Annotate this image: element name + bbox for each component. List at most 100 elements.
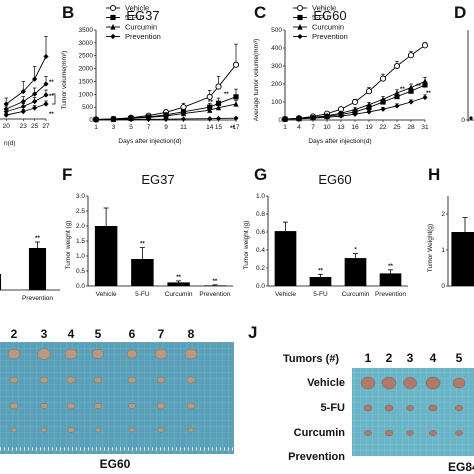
significance-label: ** [35,236,40,242]
data-point [469,116,473,120]
data-point [233,100,239,107]
series-line [6,103,47,116]
data-point [351,98,359,106]
panel-c-title: EG60 [313,8,346,23]
data-point [233,94,239,100]
data-point [163,116,169,122]
data-point [366,101,372,108]
column-number: 3 [407,351,414,365]
data-point [43,101,49,107]
y-tick-label: 0.4 [256,247,265,254]
y-tick-label: 2000 [79,66,94,73]
panel-c-xlabel: Days after injection(d) [308,138,371,145]
significance-label: ** [224,92,229,98]
panel-b-xlabel: Days after injection(d) [118,138,181,145]
tumor-specimen [186,376,196,384]
data-point [408,84,414,91]
tumor-specimen [403,377,417,389]
significance-label: ** [426,91,431,97]
significance-label: ** [49,80,54,86]
x-tick-label: 4 [297,124,301,131]
data-point [110,117,117,123]
significance-label: ** [49,94,54,100]
tumor-specimen [429,430,437,436]
tumor-specimen [360,376,376,390]
axes: 0.0 0.5 1.0 1.5 2.0 2.5 3.0 [76,193,233,290]
tumor-specimen [40,427,48,433]
x-tick-label: 7 [147,124,151,131]
y-tick-label: 0 [461,117,465,124]
y-tick-label: 0 [89,117,93,124]
data-point [282,116,288,122]
data-point [207,107,213,113]
legend-marker [297,23,303,30]
data-point [145,116,152,122]
series-line [6,94,47,112]
panel-letter-h: H [428,165,440,184]
tumor-specimen [385,430,394,437]
column-number: 2 [386,351,393,365]
legend-marker [109,4,117,12]
column-number: 5 [456,351,463,365]
tumor-specimen [364,430,372,436]
panel-b-ylabel: Tumor volume(mm³) [61,51,68,110]
chart-panel-a: 20 23 25 27 ** ** ** [0,36,56,130]
y-tick-label: 400 [271,45,282,52]
data-point [338,110,344,116]
y-tick-label: 0.6 [256,229,265,236]
data-point [163,112,169,119]
x-tick-label: 31 [421,124,429,131]
chart-panel-h: 0 1 2 [441,196,474,290]
data-point [20,108,26,115]
tumor-specimen [363,404,373,412]
data-point [379,75,387,82]
legend-entry: Vehicle [312,4,336,13]
data-point [43,53,49,60]
tumor-specimen [184,348,198,360]
tumor-specimen [455,430,463,436]
tumor-specimen [455,405,464,412]
photo-i-grid [0,342,234,454]
y-tick-label: 0.0 [256,283,265,290]
legend-entry: Prevention [125,32,161,41]
y-tick-label: 1000 [79,91,94,98]
x-tick-label: 16 [351,124,359,131]
series-0 [3,36,49,107]
data-point [422,78,428,84]
data-point [215,83,222,90]
y-tick-label: 3.0 [76,193,85,200]
legend-entry: 5-FU [125,13,142,22]
panel-c-ylabel: Average tumor volume(mm³) [253,39,260,122]
y-tick-label: 1.5 [76,238,85,245]
data-point [365,88,373,95]
data-point [3,101,9,107]
significance-label: ** [400,87,405,93]
y-tick-label: 200 [271,81,282,88]
data-point [32,91,38,97]
tumor-specimen [128,403,136,409]
y-tick-label: 0.0 [76,283,85,290]
bar-group: min [0,274,2,290]
y-tick-label: 2 [441,211,445,218]
data-point [324,114,330,120]
legend-marker [297,14,303,21]
category-label: Prevention [375,291,406,298]
bar-group: ** Prevention [375,264,406,298]
series-3 [3,100,49,118]
legend-entry: Prevention [312,32,348,41]
panel-g-ylabel: Tumor weight (g) [243,221,250,270]
significance-label: ** [208,100,213,106]
data-point [380,99,386,105]
bar [309,277,332,286]
tumor-specimen [64,348,78,360]
tumor-specimen [94,427,102,433]
x-tick-label: 1 [94,124,98,131]
data-point [206,93,213,100]
y-tick-label: 0.5 [76,268,85,275]
chart-panel-f: 0.0 0.5 1.0 1.5 2.0 2.5 3.0 Vehicle ** 5-FU ** Curc… [76,193,233,298]
x-tick-label: 1 [283,124,287,131]
series-prevention [93,115,239,123]
data-point [380,106,386,112]
tumor-specimen [187,427,195,433]
